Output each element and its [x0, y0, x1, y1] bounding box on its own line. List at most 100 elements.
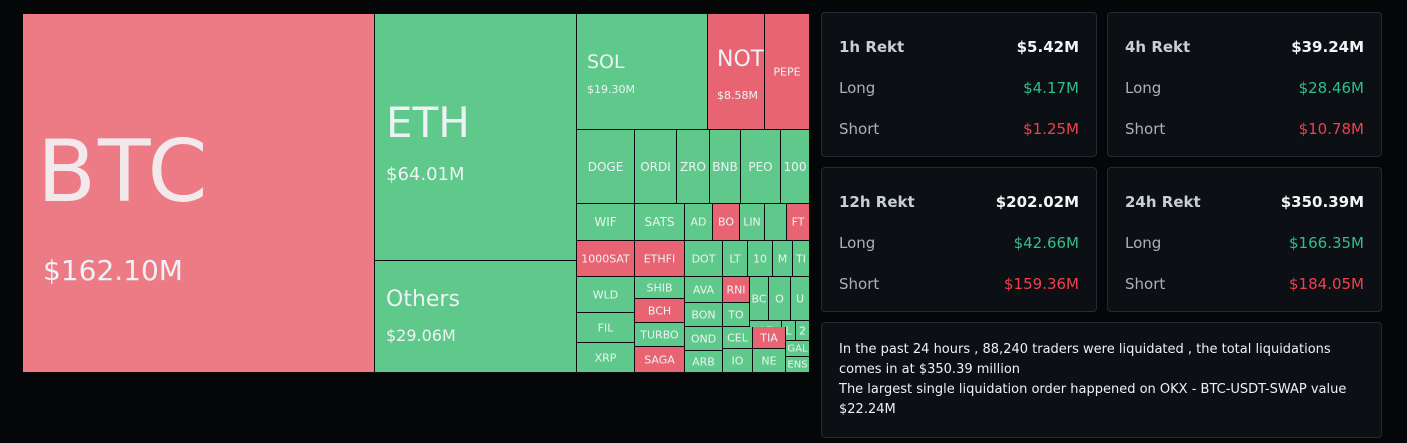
- treemap-tile-dot[interactable]: DOT: [685, 241, 723, 277]
- long-value: $42.66M: [1013, 234, 1079, 252]
- liquidation-treemap: BTC $162.10M ETH $64.01M Others $29.06M SOL $19…: [23, 14, 810, 373]
- treemap-tile-shib[interactable]: SHIB: [635, 277, 685, 299]
- tile-symbol: NE: [761, 354, 777, 367]
- tile-symbol: 10: [753, 252, 767, 265]
- treemap-tile-to[interactable]: TO: [723, 303, 750, 327]
- tile-symbol: 1000SAT: [581, 252, 630, 265]
- treemap-tile-ond[interactable]: OND: [685, 327, 723, 351]
- treemap-tile-wld[interactable]: WLD: [577, 277, 635, 313]
- tile-symbol: TURBO: [640, 328, 679, 341]
- card-title: 1h Rekt: [839, 38, 905, 56]
- treemap-tile-io[interactable]: IO: [723, 349, 753, 373]
- treemap-tile-bch[interactable]: BCH: [635, 299, 685, 323]
- tile-symbol: U: [795, 292, 805, 305]
- stat-card-1h: 1h Rekt $5.42M Long $4.17M Short $1.25M: [821, 12, 1097, 157]
- tile-symbol: CEL: [727, 331, 748, 344]
- tile-symbol: TO: [728, 308, 744, 321]
- tile-symbol: 100: [783, 159, 807, 174]
- treemap-tile-o[interactable]: O: [769, 277, 791, 321]
- treemap-tile-arb[interactable]: ARB: [685, 351, 723, 373]
- tile-value: $162.10M: [43, 254, 183, 287]
- tile-symbol: BCH: [647, 304, 672, 317]
- treemap-tile-cel[interactable]: CEL: [723, 327, 753, 349]
- treemap-tile-wif[interactable]: WIF: [577, 204, 635, 241]
- treemap-tile-bo[interactable]: BO: [713, 204, 740, 241]
- treemap-tile-btc[interactable]: BTC $162.10M: [23, 14, 375, 373]
- tile-symbol: TI: [796, 252, 806, 265]
- treemap-tile-u[interactable]: U: [791, 277, 810, 321]
- treemap-tile-10[interactable]: 10: [748, 241, 773, 277]
- short-value: $159.36M: [1004, 275, 1079, 293]
- short-value: $1.25M: [1023, 120, 1079, 138]
- card-title: 12h Rekt: [839, 193, 915, 211]
- long-label: Long: [839, 79, 876, 97]
- treemap-tile-bon[interactable]: BON: [685, 303, 723, 327]
- treemap-tile-unlabeled-17[interactable]: [765, 204, 787, 241]
- tile-symbol: SOL: [587, 51, 625, 73]
- short-label: Short: [1125, 120, 1166, 138]
- treemap-tile-bc[interactable]: BC: [750, 277, 769, 321]
- tile-symbol: SATS: [644, 215, 675, 229]
- tile-symbol: SHIB: [646, 281, 673, 294]
- short-label: Short: [1125, 275, 1166, 293]
- treemap-tile-doge[interactable]: DOGE: [577, 130, 635, 204]
- treemap-tile-ne[interactable]: NE: [753, 349, 786, 373]
- treemap-tile-saga[interactable]: SAGA: [635, 347, 685, 373]
- treemap-tile-2[interactable]: 2: [796, 321, 810, 341]
- tile-value: $19.30M: [587, 83, 635, 96]
- tile-symbol: BO: [717, 215, 734, 229]
- treemap-tile-ft[interactable]: FT: [787, 204, 810, 241]
- tile-symbol: O: [775, 292, 784, 305]
- long-label: Long: [1125, 234, 1162, 252]
- treemap-tile-turbo[interactable]: TURBO: [635, 323, 685, 347]
- treemap-tile-ava[interactable]: AVA: [685, 277, 723, 303]
- treemap-tile-ethfi[interactable]: ETHFI: [635, 241, 685, 277]
- tile-symbol: AVA: [692, 283, 715, 296]
- card-total: $39.24M: [1291, 38, 1364, 56]
- treemap-tile-fil[interactable]: FIL: [577, 313, 635, 343]
- tile-value: $8.58M: [717, 89, 758, 102]
- treemap-tile-rni[interactable]: RNI: [723, 277, 750, 303]
- tile-symbol: Others: [386, 287, 460, 312]
- tile-symbol: BON: [691, 308, 716, 321]
- treemap-tile-1000sat[interactable]: 1000SAT: [577, 241, 635, 277]
- tile-symbol: OND: [690, 332, 717, 345]
- tile-symbol: WLD: [592, 288, 619, 301]
- treemap-tile-sol[interactable]: SOL $19.30M: [577, 14, 708, 130]
- treemap-tile-ad[interactable]: AD: [685, 204, 713, 241]
- card-title: 24h Rekt: [1125, 193, 1201, 211]
- treemap-tile-tia[interactable]: TIA: [753, 327, 786, 349]
- treemap-tile-xrp[interactable]: XRP: [577, 343, 635, 373]
- treemap-tile-m[interactable]: M: [773, 241, 793, 277]
- treemap-tile-zro[interactable]: ZRO: [677, 130, 710, 204]
- tile-symbol: GAL: [787, 343, 808, 354]
- short-value: $184.05M: [1289, 275, 1364, 293]
- tile-symbol: ETH: [386, 98, 470, 147]
- treemap-tile-gal[interactable]: GAL: [786, 341, 810, 357]
- treemap-tile-ti[interactable]: TI: [793, 241, 810, 277]
- treemap-tile-pepe[interactable]: PEPE: [765, 14, 810, 130]
- treemap-tile-lin[interactable]: LIN: [740, 204, 765, 241]
- treemap-tile-ens[interactable]: ENS: [786, 357, 810, 373]
- card-total: $5.42M: [1016, 38, 1079, 56]
- treemap-tile-lt[interactable]: LT: [723, 241, 748, 277]
- treemap-tile-peo[interactable]: PEO: [741, 130, 781, 204]
- tile-symbol: FT: [791, 215, 805, 229]
- treemap-tile-not[interactable]: NOT $8.58M: [708, 14, 765, 130]
- stat-card-4h: 4h Rekt $39.24M Long $28.46M Short $10.78M: [1107, 12, 1382, 157]
- liquidation-summary: In the past 24 hours , 88,240 traders we…: [821, 322, 1382, 438]
- tile-symbol: LIN: [743, 215, 761, 229]
- long-label: Long: [839, 234, 876, 252]
- treemap-tile-100[interactable]: 100: [781, 130, 810, 204]
- short-label: Short: [839, 120, 880, 138]
- tile-symbol: BC: [751, 292, 767, 305]
- short-label: Short: [839, 275, 880, 293]
- tile-symbol: FIL: [597, 321, 614, 334]
- tile-symbol: RNI: [726, 283, 746, 296]
- treemap-tile-eth[interactable]: ETH $64.01M: [375, 14, 577, 261]
- treemap-tile-others[interactable]: Others $29.06M: [375, 261, 577, 373]
- treemap-tile-ordi[interactable]: ORDI: [635, 130, 677, 204]
- tile-symbol: ENS: [787, 359, 808, 370]
- treemap-tile-bnb[interactable]: BNB: [710, 130, 741, 204]
- treemap-tile-sats[interactable]: SATS: [635, 204, 685, 241]
